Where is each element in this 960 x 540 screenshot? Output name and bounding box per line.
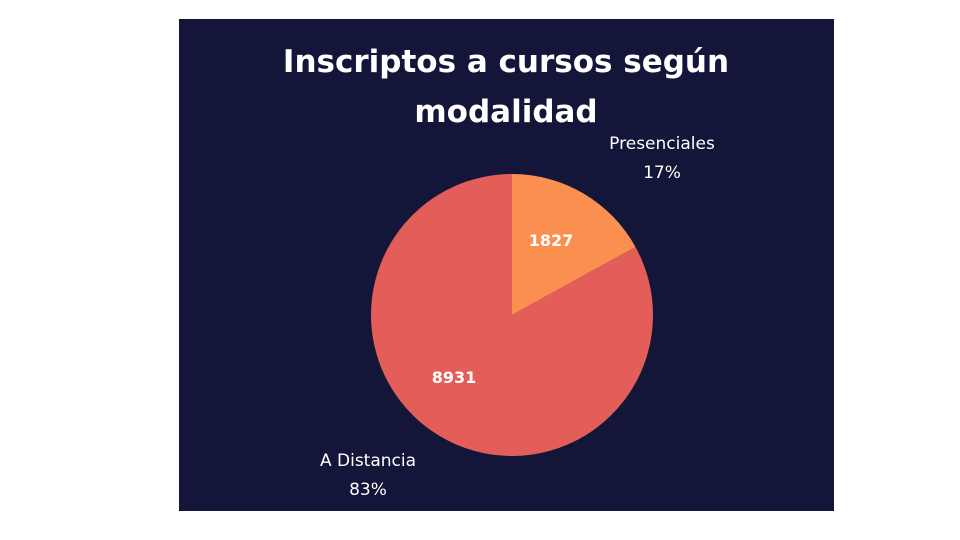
pie-chart: Inscriptos a cursos según modalidad 1827… xyxy=(283,44,729,500)
chart-title-line-2: modalidad xyxy=(414,94,597,130)
slice-label-presenciales: Presenciales xyxy=(609,134,715,154)
pie-labels: 1827 Presenciales 17% 8931 A Distancia 83% xyxy=(320,134,715,500)
pie-slice-presenciales xyxy=(512,174,636,315)
pie-slices xyxy=(371,174,654,456)
pie-slice-a-distancia xyxy=(371,174,654,456)
slice-value-a-distancia: 8931 xyxy=(432,368,477,387)
chart-panel: Inscriptos a cursos según modalidad 1827… xyxy=(179,19,834,511)
slice-percent-presenciales: 17% xyxy=(643,163,681,183)
slice-value-presenciales: 1827 xyxy=(529,231,574,250)
chart-title-line-1: Inscriptos a cursos según xyxy=(283,44,729,80)
slice-percent-a-distancia: 83% xyxy=(349,480,387,500)
slice-label-a-distancia: A Distancia xyxy=(320,451,416,471)
